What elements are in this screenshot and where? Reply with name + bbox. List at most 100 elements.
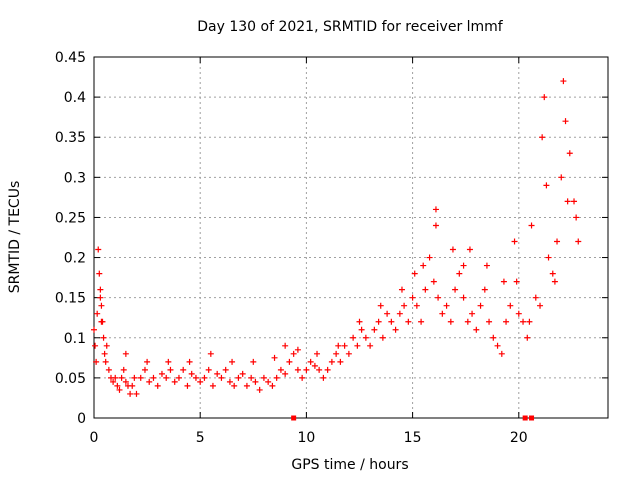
x-tick-label: 15 (404, 430, 422, 446)
data-point (371, 326, 378, 333)
data-point (299, 374, 306, 381)
data-point (222, 366, 229, 373)
data-point (335, 342, 342, 349)
data-point (197, 378, 204, 385)
data-point (486, 318, 493, 325)
data-point (341, 342, 348, 349)
data-point (163, 374, 170, 381)
y-tick-label: 0.1 (64, 331, 86, 347)
data-point (560, 78, 567, 85)
data-point (575, 238, 582, 245)
y-tick-label: 0.45 (55, 50, 86, 66)
data-point (526, 318, 533, 325)
data-point (207, 350, 214, 357)
data-point (432, 206, 439, 213)
data-point (413, 302, 420, 309)
x-tick-label: 0 (90, 430, 99, 446)
data-point (515, 310, 522, 317)
data-point (282, 342, 289, 349)
data-point (384, 310, 391, 317)
data-point (543, 182, 550, 189)
data-point (426, 254, 433, 261)
data-point (449, 246, 456, 253)
data-point (324, 366, 331, 373)
data-point (379, 334, 386, 341)
data-point (350, 334, 357, 341)
data-point (290, 350, 297, 357)
data-points (91, 78, 582, 421)
data-point (447, 318, 454, 325)
data-point (439, 310, 446, 317)
data-point (144, 358, 151, 365)
data-point (481, 286, 488, 293)
x-axis-label: GPS time / hours (291, 457, 408, 473)
data-point (503, 318, 510, 325)
data-point (314, 350, 321, 357)
data-point (545, 254, 552, 261)
y-axis-ticks: 0 0.05 0.1 0.15 0.2 0.25 0.3 0.35 0.4 0.45 (55, 50, 608, 427)
data-point (460, 294, 467, 301)
data-point (375, 318, 382, 325)
y-tick-label: 0.3 (64, 170, 86, 186)
data-point (129, 382, 136, 389)
data-point (260, 374, 267, 381)
data-point (265, 378, 272, 385)
data-point (250, 358, 257, 365)
data-point (551, 278, 558, 285)
data-point (141, 366, 148, 373)
data-point (110, 378, 117, 385)
zero-marker (522, 415, 528, 421)
data-point (201, 374, 208, 381)
data-point (367, 342, 374, 349)
data-point (443, 302, 450, 309)
x-tick-label: 20 (510, 430, 528, 446)
data-point (256, 386, 263, 393)
data-point (388, 318, 395, 325)
data-point (511, 238, 518, 245)
data-point (98, 318, 105, 325)
data-point (500, 278, 507, 285)
data-point (294, 366, 301, 373)
data-point (537, 302, 544, 309)
data-point (114, 382, 121, 389)
data-point (311, 362, 318, 369)
x-axis-ticks: 0 5 10 15 20 (90, 57, 528, 446)
x-tick-label: 10 (297, 430, 315, 446)
data-point (562, 118, 569, 125)
data-point (127, 390, 134, 397)
data-point (549, 270, 556, 277)
data-point (101, 350, 108, 357)
data-point (477, 302, 484, 309)
data-point (118, 374, 125, 381)
data-point (105, 366, 112, 373)
data-point (554, 238, 561, 245)
data-point (418, 318, 425, 325)
data-point (333, 350, 340, 357)
data-point (362, 334, 369, 341)
zero-marker (291, 415, 297, 421)
data-point (320, 374, 327, 381)
data-point (558, 174, 565, 181)
data-point (452, 286, 459, 293)
gridlines (94, 57, 608, 418)
y-tick-label: 0.05 (55, 371, 86, 387)
data-point (94, 310, 101, 317)
data-point (186, 358, 193, 365)
data-point (122, 378, 129, 385)
data-point (528, 222, 535, 229)
data-point (95, 246, 102, 253)
data-point (494, 342, 501, 349)
data-point (91, 326, 97, 333)
data-point (294, 346, 301, 353)
data-point (422, 286, 429, 293)
data-point (167, 366, 174, 373)
data-point (252, 378, 259, 385)
data-point (337, 358, 344, 365)
data-point (354, 342, 361, 349)
data-point (277, 366, 284, 373)
data-point (226, 378, 233, 385)
y-tick-label: 0.35 (55, 130, 86, 146)
data-point (411, 270, 418, 277)
data-point (398, 286, 405, 293)
